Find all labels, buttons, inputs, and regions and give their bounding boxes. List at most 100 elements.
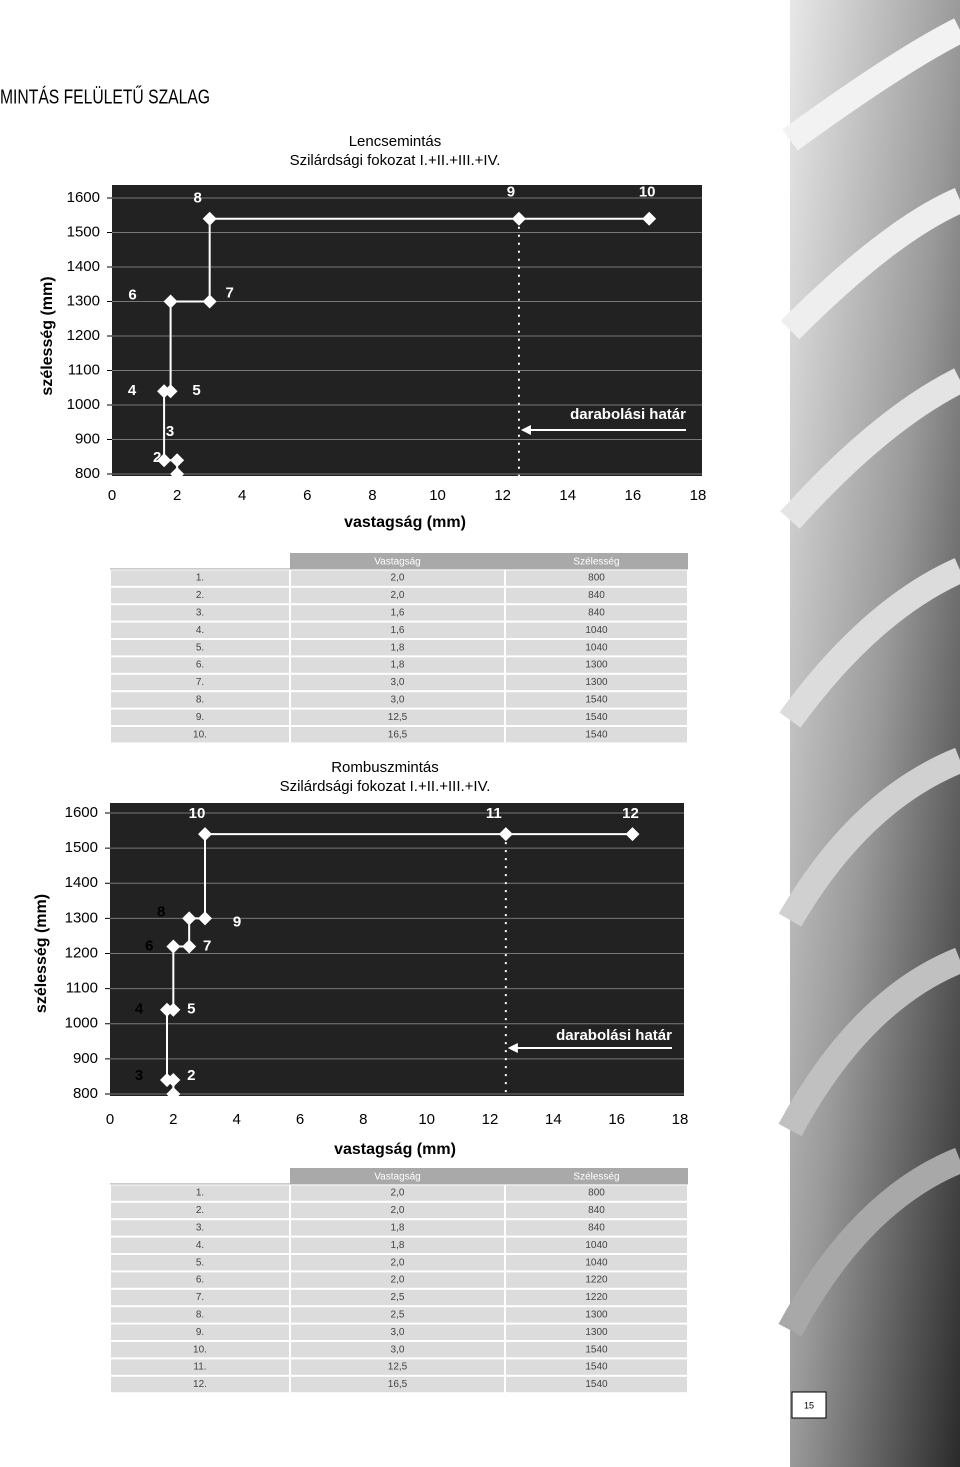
table-cell-bg (506, 605, 687, 621)
table-cell-bg (111, 1376, 289, 1393)
table-cell-bg (506, 570, 687, 586)
table-cell-bg (506, 1220, 687, 1236)
table-cell: 12,5 (388, 712, 408, 723)
table-cell: 1,8 (391, 660, 405, 671)
x-tick-label: 14 (559, 487, 576, 504)
point-label: 2 (187, 1067, 195, 1084)
x-tick-label: 8 (359, 1111, 367, 1128)
y-tick-label: 1400 (65, 874, 98, 891)
point-marker (202, 211, 217, 226)
table-cell: 1. (196, 1188, 204, 1199)
table-cell: 1,8 (391, 1223, 405, 1234)
point-marker (170, 467, 185, 481)
table-cell-bg (506, 1342, 687, 1358)
y-tick-label: 800 (73, 1085, 98, 1102)
table-cell-bg (506, 587, 687, 604)
table-cell-bg (506, 1185, 687, 1201)
table-cell: 1540 (585, 1362, 608, 1373)
table-cell-bg (291, 692, 504, 708)
y-tick-label: 900 (75, 430, 100, 447)
point-label: 6 (128, 286, 136, 303)
y-tick-label: 1300 (67, 292, 100, 309)
table-cell-bg (111, 605, 289, 621)
table-cell: 1220 (585, 1275, 608, 1286)
table-cell: 840 (588, 590, 605, 601)
point-label: 8 (193, 190, 201, 207)
table-cell-bg (291, 1376, 504, 1393)
table-header: Szélesség (573, 556, 619, 567)
table-cell: 10. (193, 1344, 207, 1355)
y-tick-label: 1100 (68, 361, 100, 378)
y-tick-label: 1600 (67, 189, 100, 206)
table-cell-bg (111, 1202, 289, 1219)
x-tick-label: 8 (368, 487, 376, 504)
point-label: 1 (187, 1105, 195, 1122)
table-cell: 4. (196, 625, 204, 636)
x-tick-label: 0 (106, 1111, 114, 1128)
table-cell: 6. (196, 1275, 204, 1286)
table-cell: 2,0 (391, 1205, 405, 1216)
table-cell: 2. (196, 1205, 204, 1216)
table-cell: 1540 (585, 729, 608, 740)
table-cell: 4. (196, 1240, 204, 1251)
table-cell-bg (291, 605, 504, 621)
table-cell-bg (291, 1255, 504, 1271)
annotation: darabolási határ (556, 1027, 672, 1044)
table-cell-bg (111, 1237, 289, 1253)
annotation: darabolási határ (570, 406, 686, 423)
table-cell-bg (506, 1307, 687, 1323)
table-cell-bg (291, 587, 504, 604)
y-tick-label: 1200 (67, 327, 100, 344)
point-label: 11 (486, 805, 502, 822)
table-cell: 3,0 (391, 677, 405, 688)
table-header-bg (290, 553, 688, 570)
table-cell: 9. (196, 1327, 204, 1338)
table-cell: 12,5 (388, 1362, 408, 1373)
table-cell-bg (111, 1359, 289, 1375)
table-cell-bg (111, 1289, 289, 1306)
y-tick-label: 1500 (65, 839, 98, 856)
x-tick-label: 6 (303, 487, 311, 504)
point-label: 12 (622, 805, 639, 822)
table-cell-bg (291, 1272, 504, 1288)
table-cell: 12. (193, 1379, 207, 1390)
table-cell: 840 (588, 1223, 605, 1234)
annotation-arrowhead (520, 425, 531, 435)
table-cell-bg (506, 692, 687, 708)
table-cell-bg (291, 622, 504, 638)
table-cell-bg (111, 657, 289, 673)
point-marker (198, 911, 212, 926)
table-cell-bg (291, 1289, 504, 1306)
table-cell-bg (506, 657, 687, 673)
table-header: Vastagság (374, 1171, 421, 1182)
table-cell: 7. (196, 677, 204, 688)
point-label: 4 (135, 1001, 144, 1018)
point-marker (160, 1072, 174, 1087)
table-cell: 1540 (585, 695, 608, 706)
table-cell: 2,5 (391, 1292, 405, 1303)
table-cell-bg (506, 1376, 687, 1393)
table-cell: 1300 (585, 1310, 608, 1321)
point-marker (498, 827, 513, 842)
x-tick-label: 4 (232, 1111, 240, 1128)
table-cell-bg (111, 674, 289, 691)
x-tick-label: 2 (169, 1111, 177, 1128)
point-label: 4 (128, 382, 137, 399)
table-cell: 3. (196, 608, 204, 619)
table-cell-bg (291, 727, 504, 743)
table-header-bg (290, 1168, 688, 1185)
point-marker (625, 827, 640, 842)
table-cell: 8. (196, 695, 204, 706)
table-cell: 11. (193, 1362, 206, 1373)
point-marker (166, 939, 181, 954)
x-tick-label: 6 (296, 1111, 304, 1128)
y-tick-label: 1400 (67, 258, 100, 275)
x-tick-label: 18 (690, 487, 707, 504)
table-cell-bg (111, 709, 289, 725)
table-cell-bg (111, 692, 289, 708)
point-label: 5 (187, 1001, 195, 1018)
y-tick-label: 1000 (65, 1015, 98, 1032)
table-cell-bg (506, 1272, 687, 1288)
